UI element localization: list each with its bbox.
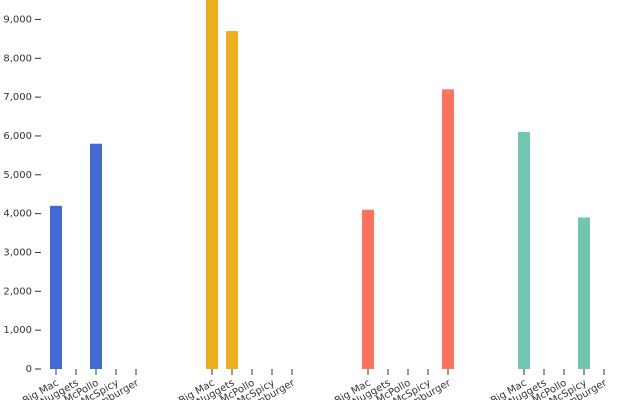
bar xyxy=(578,217,590,369)
y-tick-label: 3,000 xyxy=(3,247,32,258)
y-tick-label: 8,000 xyxy=(3,53,32,64)
y-tick-label: 4,000 xyxy=(3,209,32,220)
y-tick-label: 5,000 xyxy=(3,170,32,181)
bar xyxy=(50,205,62,369)
y-tick-label: 9,000 xyxy=(3,14,32,25)
bar xyxy=(518,132,530,369)
bar xyxy=(90,143,102,369)
bar xyxy=(442,89,454,369)
y-tick-label: 7,000 xyxy=(3,92,32,103)
y-tick-label: 1,000 xyxy=(3,325,32,336)
y-tick-label: 2,000 xyxy=(3,286,32,297)
bar xyxy=(362,209,374,369)
bar xyxy=(206,0,218,369)
y-tick-label: 0 xyxy=(26,364,32,375)
y-tick-label: 6,000 xyxy=(3,131,32,142)
bar xyxy=(226,31,238,370)
